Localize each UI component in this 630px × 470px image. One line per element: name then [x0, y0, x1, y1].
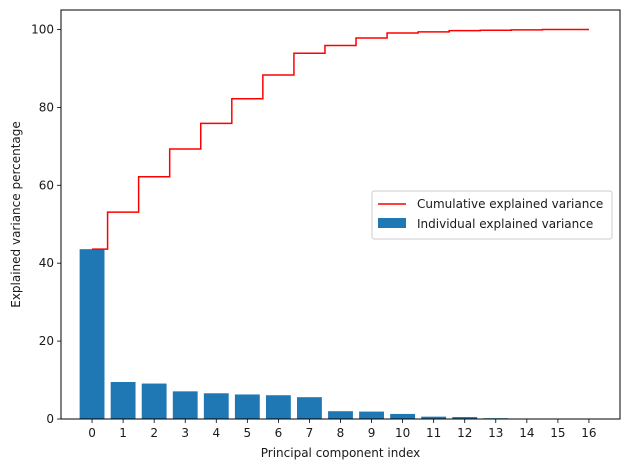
x-tick-label: 12 [457, 426, 472, 440]
legend-label-cumulative: Cumulative explained variance [417, 197, 603, 211]
bar-pc-7 [297, 397, 322, 419]
legend-label-individual: Individual explained variance [417, 217, 593, 231]
x-tick-label: 13 [488, 426, 503, 440]
bar-pc-1 [110, 381, 136, 419]
y-tick-label: 100 [31, 22, 54, 36]
bar-pc-11 [421, 416, 447, 419]
bar-pc-6 [265, 395, 291, 419]
bar-pc-8 [328, 411, 353, 419]
x-tick-label: 6 [275, 426, 283, 440]
x-tick-label: 7 [306, 426, 314, 440]
x-tick-label: 15 [550, 426, 565, 440]
bar-pc-0 [79, 249, 105, 419]
x-tick-label: 9 [368, 426, 376, 440]
x-tick-label: 16 [581, 426, 596, 440]
legend: Cumulative explained variance Individual… [371, 190, 613, 240]
x-tick-label: 1 [119, 426, 127, 440]
y-axis-label: Explained variance percentage [9, 121, 23, 308]
legend-swatch-individual [378, 218, 406, 228]
bars-layer [79, 249, 602, 419]
x-tick-label: 8 [337, 426, 345, 440]
bar-pc-4 [203, 393, 229, 419]
x-tick-label: 3 [181, 426, 189, 440]
y-tick-label: 40 [39, 256, 54, 270]
legend-box [371, 190, 613, 240]
x-tick-label: 4 [212, 426, 220, 440]
x-tick-label: 0 [88, 426, 96, 440]
x-tick-label: 11 [426, 426, 441, 440]
y-tick-label: 20 [39, 334, 54, 348]
cumulative-line-layer [92, 28, 589, 250]
cumulative-step-line [92, 28, 589, 250]
x-axis-label: Principal component index [261, 446, 420, 460]
y-tick-label: 80 [39, 100, 54, 114]
bar-pc-10 [390, 413, 416, 419]
x-tick-label: 5 [244, 426, 252, 440]
y-ticks: 0 20 40 60 80 100 [31, 22, 61, 426]
bar-pc-12 [452, 417, 478, 419]
bar-pc-9 [359, 411, 384, 419]
bar-pc-5 [234, 394, 260, 419]
x-ticks: 0 1 2 3 4 5 6 7 8 9 10 11 12 13 14 15 16 [88, 419, 597, 440]
y-tick-label: 60 [39, 178, 54, 192]
x-tick-label: 14 [519, 426, 534, 440]
bar-pc-3 [172, 391, 198, 419]
bar-pc-2 [141, 383, 167, 419]
y-tick-label: 0 [46, 412, 54, 426]
x-tick-label: 2 [150, 426, 158, 440]
x-tick-label: 10 [395, 426, 410, 440]
